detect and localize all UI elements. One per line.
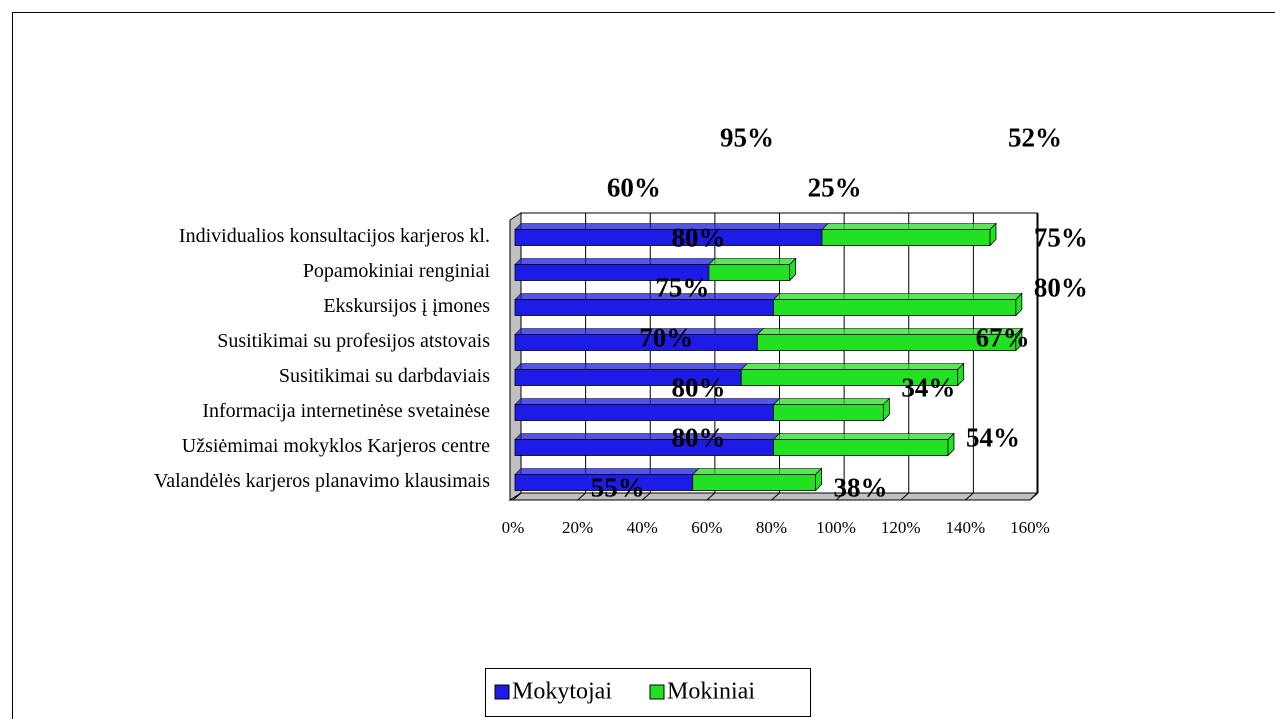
bar-segment: [707, 257, 797, 282]
category-label: Valandėlės karjeros planavimo klausimais: [154, 470, 490, 492]
grid-floor-line: [1029, 492, 1039, 501]
legend-swatch: [494, 684, 510, 700]
grid-floor-line: [835, 492, 845, 501]
chart-border: [12, 12, 1275, 719]
bar-segment: [691, 467, 823, 492]
data-label: 60%: [607, 173, 661, 203]
category-label: Individualios konsultacijos karjeros kl.: [179, 225, 490, 247]
data-label: 52%: [1008, 123, 1062, 153]
category-label: Susitikimai su darbdaviais: [279, 365, 490, 387]
bar-face: [514, 439, 774, 456]
data-label: 80%: [1034, 273, 1088, 303]
data-label: 70%: [639, 323, 693, 353]
bar-segment: [772, 432, 955, 457]
bar-face: [514, 433, 781, 440]
x-tick-label: 160%: [1010, 518, 1050, 537]
data-label: 80%: [672, 423, 726, 453]
bar-face: [514, 334, 758, 351]
bar-face: [957, 362, 965, 387]
data-label: 80%: [672, 373, 726, 403]
bar-segment: [514, 328, 765, 351]
bar-segment: [772, 397, 891, 422]
legend-label: Mokiniai: [667, 679, 755, 705]
grid-floor-line: [900, 492, 910, 501]
data-label: 67%: [976, 323, 1030, 353]
bar-face: [1015, 292, 1023, 317]
x-tick-label: 40%: [627, 518, 658, 537]
bar-face: [707, 258, 797, 265]
x-tick-label: 60%: [691, 518, 722, 537]
bar-segment: [514, 468, 700, 491]
data-label: 80%: [672, 223, 726, 253]
grid-floor-line: [641, 492, 651, 501]
bar-face: [691, 468, 823, 475]
data-label: 38%: [834, 473, 888, 503]
bar-face: [514, 293, 781, 300]
grid-floor-line: [512, 492, 522, 501]
bar-face: [772, 433, 955, 440]
bar-face: [514, 258, 716, 265]
bar-face: [772, 293, 1023, 300]
data-label: 34%: [901, 373, 955, 403]
bar-segment: [740, 362, 965, 387]
x-tick-label: 140%: [946, 518, 986, 537]
data-label: 75%: [1034, 223, 1088, 253]
x-tick-label: 0%: [502, 518, 525, 537]
x-tick-label: 80%: [756, 518, 787, 537]
data-label: 55%: [591, 473, 645, 503]
bar-face: [773, 404, 884, 421]
grid-floor-line: [577, 492, 586, 501]
category-label: Susitikimai su profesijos atstovais: [217, 330, 490, 352]
floor: [508, 492, 1039, 501]
bar-face: [773, 439, 949, 456]
legend: [485, 668, 811, 717]
bar-segment: [772, 292, 1023, 317]
category-label: Popamokiniai renginiai: [303, 260, 491, 282]
bar-segment: [514, 293, 781, 316]
bar-face: [821, 223, 997, 230]
bar-face: [1015, 327, 1023, 352]
category-label: Ekskursijos į įmones: [323, 295, 490, 317]
bar-face: [514, 363, 749, 370]
bar-segment: [821, 222, 997, 247]
legend-label: Mokytojai: [512, 679, 612, 705]
grid-floor-line: [965, 492, 974, 501]
bar-face: [947, 432, 955, 457]
data-label: 54%: [966, 423, 1020, 453]
bar-face: [815, 467, 822, 492]
side-wall: [509, 212, 522, 501]
bar-segment: [756, 327, 1023, 352]
category-label: Užsiėmimai mokyklos Karjeros centre: [182, 435, 490, 457]
x-tick-label: 100%: [816, 518, 856, 537]
bar-face: [514, 404, 774, 421]
x-tick-label: 20%: [562, 518, 593, 537]
data-label: 25%: [808, 173, 862, 203]
bar-face: [514, 229, 823, 246]
grid-floor-line: [771, 492, 780, 501]
bar-face: [514, 398, 781, 405]
bar-face: [740, 363, 965, 370]
bar-segment: [514, 433, 781, 456]
data-label: 75%: [655, 273, 709, 303]
grid-floor-line: [706, 492, 716, 501]
bar-face: [821, 229, 991, 246]
category-label: Informacija internetinėse svetainėse: [202, 400, 490, 422]
bar-face: [772, 398, 891, 405]
bar-segment: [514, 398, 781, 421]
bar-face: [989, 222, 997, 247]
bar-face: [708, 264, 791, 281]
legend-swatch: [649, 684, 665, 700]
bar-face: [882, 397, 890, 422]
bar-face: [514, 299, 774, 316]
bar-face: [789, 257, 797, 282]
bar-face: [773, 299, 1017, 316]
bar-face: [692, 474, 816, 491]
data-label: 95%: [720, 123, 774, 153]
x-tick-label: 120%: [881, 518, 921, 537]
